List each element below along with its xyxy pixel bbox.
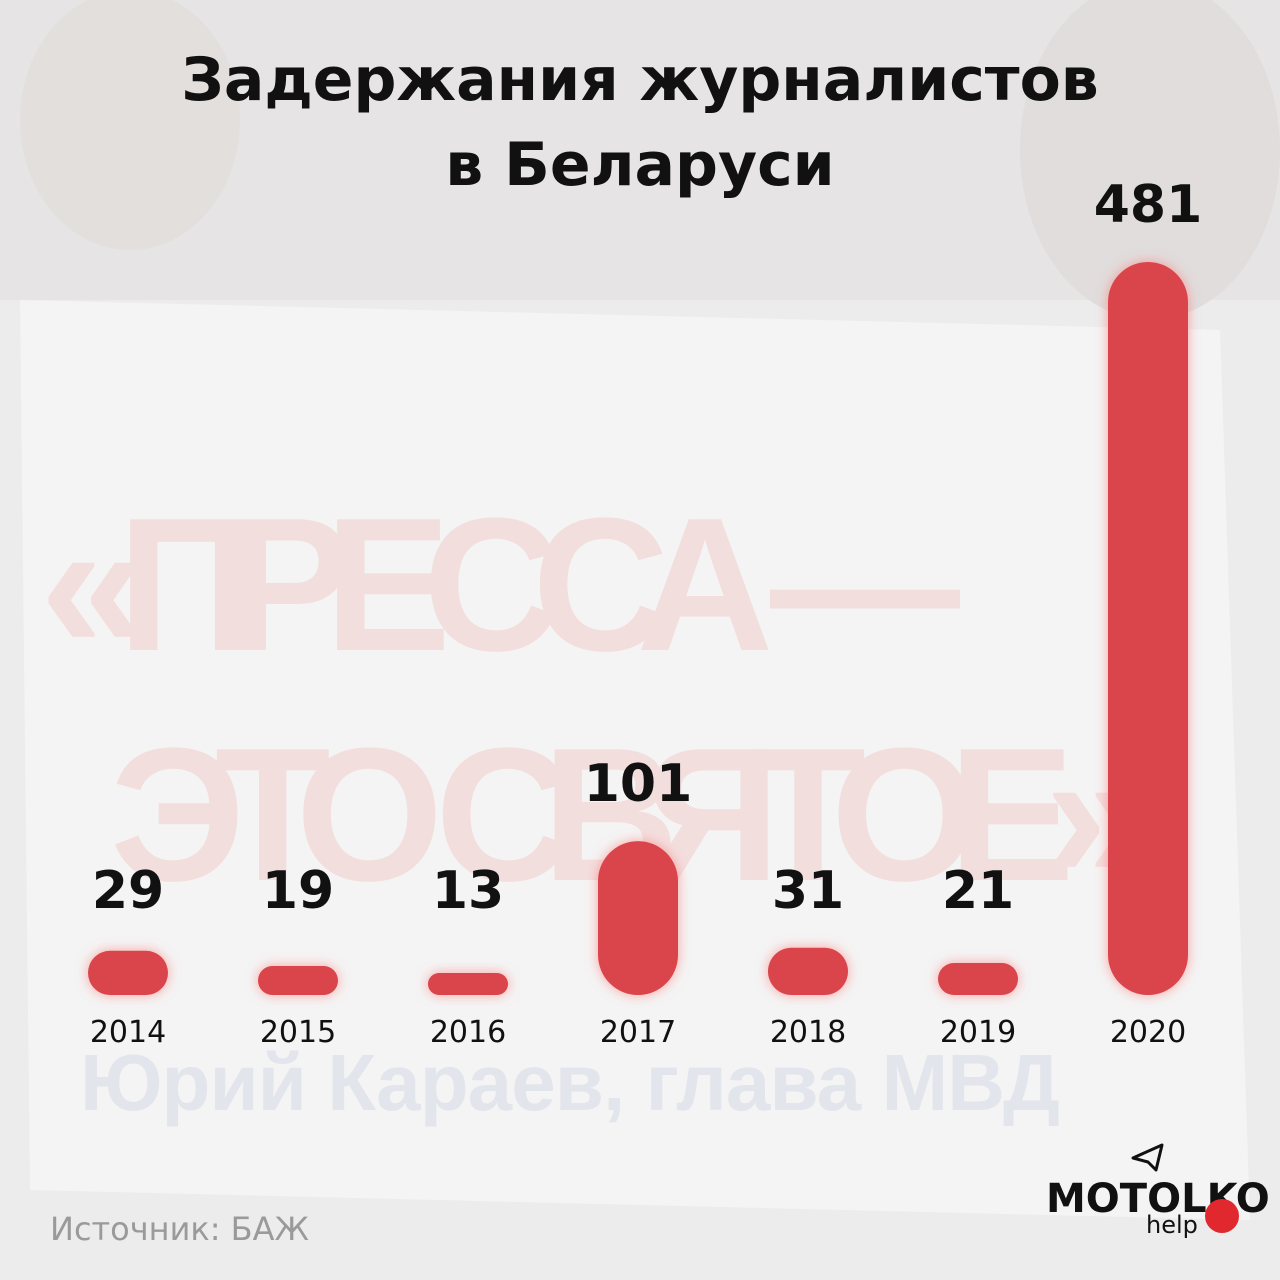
photo-person (1020, 0, 1280, 320)
logo-dot (1205, 1199, 1239, 1233)
value-label: 21 (942, 861, 1014, 921)
x-tick-label: 2016 (430, 1015, 506, 1050)
x-tick-label: 2019 (940, 1015, 1016, 1050)
chart-title: в Беларуси (445, 130, 834, 200)
bar (258, 966, 338, 995)
value-label: 101 (584, 754, 693, 814)
x-tick-label: 2018 (770, 1015, 846, 1050)
chart-title: Задержания журналистов (181, 45, 1099, 115)
logo: MOTOLKO help (1046, 1143, 1270, 1239)
source: Источник: БАЖ (50, 1210, 309, 1248)
bar (768, 947, 848, 995)
bar (88, 950, 168, 995)
logo-icon (1131, 1143, 1164, 1172)
logo-sub: help (1146, 1211, 1198, 1239)
bar (428, 973, 508, 995)
x-tick-label: 2020 (1110, 1015, 1186, 1050)
photo-person (20, 0, 240, 250)
x-tick-label: 2017 (600, 1015, 676, 1050)
x-tick-label: 2015 (260, 1015, 336, 1050)
sign-text: Юрий Караев, глава МВД (80, 1038, 1060, 1127)
sign-text: «ПРЕССА — (40, 479, 960, 691)
value-label: 19 (262, 861, 334, 921)
x-tick-label: 2014 (90, 1015, 166, 1050)
bar (1108, 262, 1188, 995)
bar (598, 841, 678, 995)
bar (938, 962, 1018, 995)
value-label: 31 (772, 861, 844, 921)
value-label: 481 (1094, 175, 1203, 235)
value-label: 29 (92, 861, 164, 921)
value-label: 13 (432, 861, 504, 921)
